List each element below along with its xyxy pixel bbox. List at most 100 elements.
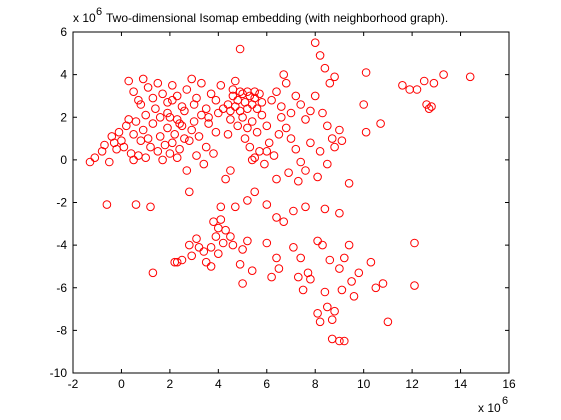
data-point — [279, 70, 289, 79]
data-point — [185, 240, 194, 250]
data-point — [412, 85, 422, 94]
data-point — [223, 130, 233, 139]
data-point — [100, 140, 109, 150]
data-point — [361, 127, 371, 137]
data-point — [354, 268, 364, 278]
data-point — [146, 142, 155, 152]
data-point — [238, 113, 247, 122]
data-point — [419, 76, 429, 86]
data-point — [155, 113, 165, 122]
data-point — [189, 117, 199, 126]
data-point — [158, 89, 167, 99]
data-point — [424, 104, 434, 113]
data-point — [250, 153, 259, 162]
data-point — [313, 309, 322, 318]
x-tick-label: 8 — [312, 377, 319, 391]
data-point — [226, 166, 235, 175]
data-point — [262, 238, 272, 248]
data-point — [247, 266, 257, 276]
data-point — [301, 115, 310, 124]
data-point — [97, 147, 107, 156]
data-point — [182, 85, 192, 94]
data-point — [247, 155, 257, 165]
data-point — [163, 98, 172, 107]
data-point — [262, 147, 272, 156]
data-point — [124, 76, 133, 86]
data-point — [148, 268, 158, 278]
data-point — [211, 127, 221, 137]
data-point — [318, 240, 327, 250]
data-point — [192, 234, 201, 243]
y-multiplier: x 10 6 — [73, 6, 102, 25]
y-tick-label: -4 — [56, 238, 67, 252]
data-point — [340, 336, 349, 346]
data-point — [177, 121, 187, 131]
data-point — [301, 202, 310, 212]
data-point — [163, 123, 172, 133]
x-tick-label: 4 — [215, 377, 222, 391]
data-point — [129, 87, 138, 96]
data-point — [340, 253, 349, 263]
data-point — [301, 166, 310, 175]
data-point — [168, 95, 177, 105]
data-point — [294, 176, 303, 186]
y-tick-label: -6 — [56, 281, 67, 295]
data-point — [143, 134, 153, 143]
x-multiplier-label: x 10 — [478, 401, 501, 415]
data-point — [221, 174, 230, 184]
data-point — [260, 159, 269, 169]
x-tick-label: 14 — [454, 377, 468, 391]
data-point — [325, 255, 335, 265]
data-point — [199, 247, 209, 256]
data-point — [138, 125, 148, 135]
data-point — [206, 243, 216, 252]
data-point — [306, 106, 315, 116]
data-point — [138, 74, 148, 84]
data-point — [330, 306, 339, 316]
data-point — [240, 134, 250, 143]
data-point — [247, 117, 257, 126]
data-point — [199, 159, 209, 169]
data-point — [274, 130, 284, 139]
data-point — [286, 108, 296, 118]
data-point — [216, 215, 226, 224]
data-point — [231, 76, 240, 86]
data-point — [313, 236, 322, 246]
data-point — [439, 70, 448, 79]
data-point — [211, 232, 221, 241]
data-point — [243, 123, 252, 133]
data-point — [325, 78, 335, 88]
data-point — [158, 155, 167, 165]
data-point — [267, 95, 276, 105]
data-point — [238, 279, 247, 288]
data-point — [175, 144, 184, 154]
data-point — [323, 159, 332, 169]
data-point — [105, 157, 114, 167]
data-point — [131, 117, 141, 126]
data-point — [272, 213, 281, 222]
x-tick-label: 6 — [263, 377, 270, 391]
data-point — [335, 336, 344, 346]
data-point — [216, 202, 226, 212]
data-point — [129, 130, 138, 139]
data-point — [383, 317, 393, 327]
data-point — [172, 115, 182, 124]
data-point — [327, 315, 337, 325]
data-point — [131, 200, 141, 209]
data-point — [172, 91, 182, 101]
data-point — [410, 238, 419, 248]
data-point — [277, 102, 286, 111]
data-point — [330, 72, 339, 82]
data-point — [119, 142, 129, 152]
data-point — [175, 119, 184, 128]
data-point — [277, 113, 286, 122]
data-point — [243, 236, 252, 246]
data-point — [289, 243, 298, 252]
data-point — [330, 142, 339, 152]
data-point — [310, 91, 320, 101]
data-point — [204, 119, 213, 128]
data-point — [296, 253, 306, 263]
data-point — [180, 134, 189, 143]
